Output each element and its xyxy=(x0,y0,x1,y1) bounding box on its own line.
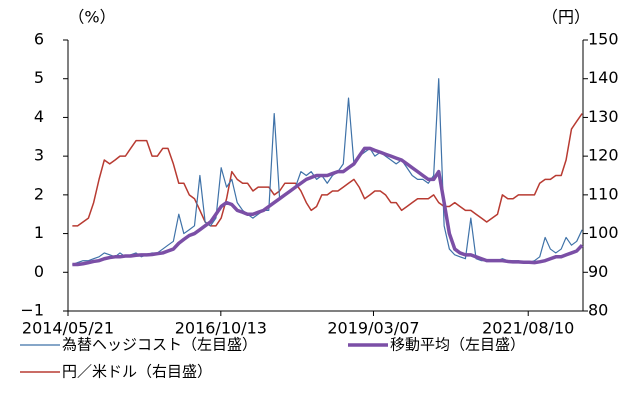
legend-label: 円／米ドル（右目盛） xyxy=(62,363,212,381)
y2-tick-label: 90 xyxy=(588,262,608,281)
y2-tick-label: 130 xyxy=(588,107,619,126)
x-tick-label: 2016/10/13 xyxy=(175,319,267,338)
legend-label: 為替ヘッジコスト（左目盛） xyxy=(62,336,257,354)
y-tick-label: 1 xyxy=(34,223,44,242)
y2-tick-label: 120 xyxy=(588,146,619,165)
y2-tick-label: 100 xyxy=(588,223,619,242)
x-tick-label: 2014/05/21 xyxy=(22,319,114,338)
y2-tick-label: 150 xyxy=(588,30,619,49)
y-tick-label: −1 xyxy=(20,301,44,320)
y-tick-label: 6 xyxy=(34,30,44,49)
y-tick-label: 0 xyxy=(34,262,44,281)
x-tick-label: 2019/03/07 xyxy=(327,319,419,338)
y-tick-label: 3 xyxy=(34,146,44,165)
legend-label: 移動平均（左目盛） xyxy=(390,336,525,354)
y2-unit: （円） xyxy=(542,8,590,27)
y-tick-label: 4 xyxy=(34,107,44,126)
x-tick-label: 2021/08/10 xyxy=(482,319,574,338)
series-line xyxy=(72,113,583,227)
y-tick-label: 2 xyxy=(34,184,44,203)
y2-tick-label: 80 xyxy=(588,301,608,320)
y-tick-label: 5 xyxy=(34,68,44,87)
y2-tick-label: 140 xyxy=(588,68,619,87)
y2-tick-label: 110 xyxy=(588,184,619,203)
series-line xyxy=(72,78,583,266)
series-line xyxy=(72,146,584,267)
y-unit: （%） xyxy=(68,8,115,27)
